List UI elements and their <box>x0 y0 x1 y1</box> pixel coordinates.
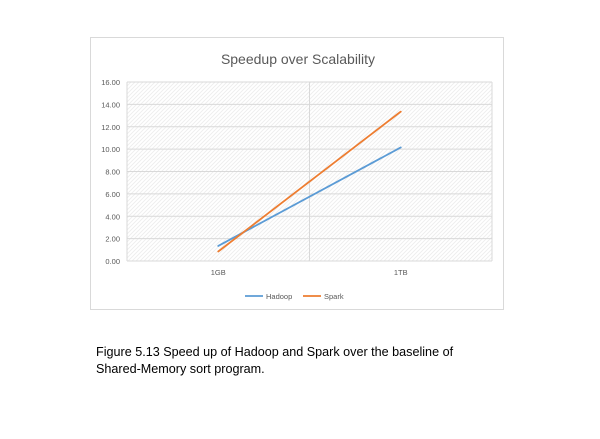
chart-frame: Speedup over Scalability 0.00 2.00 4.00 6.0… <box>90 37 504 310</box>
y-tick-label: 6.00 <box>105 190 120 199</box>
y-tick-label: 4.00 <box>105 212 120 221</box>
series-line-hadoop <box>217 146 402 247</box>
y-tick-label: 2.00 <box>105 235 120 244</box>
y-tick-label: 10.00 <box>101 145 120 154</box>
y-tick-label: 16.00 <box>101 78 120 87</box>
gridlines <box>126 81 493 262</box>
y-axis-ticks: 0.00 2.00 4.00 6.00 8.00 10.00 12.00 14.00 16.00 <box>101 78 120 266</box>
series-line-spark <box>217 110 402 253</box>
caption-line-1: Figure 5.13 Speed up of Hadoop and Spark… <box>96 345 454 359</box>
x-axis-ticks: 1GB 1TB <box>211 268 408 277</box>
series-lines <box>217 110 402 253</box>
legend: Hadoop Spark <box>245 292 344 301</box>
y-tick-label: 0.00 <box>105 257 120 266</box>
x-tick-label: 1TB <box>394 268 408 277</box>
legend-label-hadoop: Hadoop <box>266 292 292 301</box>
legend-label-spark: Spark <box>324 292 344 301</box>
x-tick-label: 1GB <box>211 268 226 277</box>
chart-title: Speedup over Scalability <box>221 51 375 67</box>
y-tick-label: 8.00 <box>105 168 120 177</box>
line-chart: Speedup over Scalability 0.00 2.00 4.00 6.0… <box>101 51 493 301</box>
figure-caption: Figure 5.13 Speed up of Hadoop and Spark… <box>96 344 516 378</box>
y-tick-label: 14.00 <box>101 100 120 109</box>
y-tick-label: 12.00 <box>101 123 120 132</box>
caption-line-2: Shared-Memory sort program. <box>96 362 265 376</box>
